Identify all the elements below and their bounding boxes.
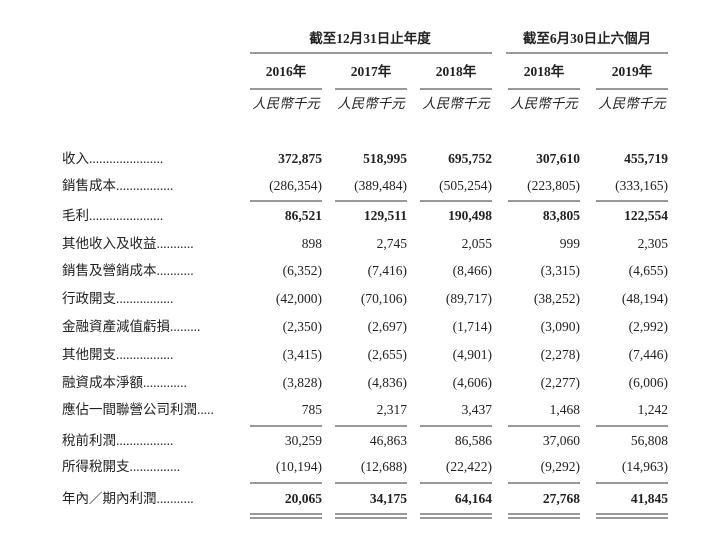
cell-value: (3,315) xyxy=(541,263,580,278)
cell-value: (8,466) xyxy=(453,263,492,278)
cell-value: (2,655) xyxy=(368,347,407,362)
cell-value: 30,259 xyxy=(285,433,322,448)
row-label: 稅前利潤................. xyxy=(62,432,173,448)
cell-value: 455,719 xyxy=(624,151,668,166)
cell-value: (12,688) xyxy=(361,459,407,474)
cell-value: (2,992) xyxy=(629,319,668,334)
cell-value: 86,521 xyxy=(285,208,322,223)
cell-value: (4,901) xyxy=(453,347,492,362)
row-label: 其他開支................. xyxy=(62,347,173,362)
cell-value: 785 xyxy=(302,402,323,417)
cell-value: (3,828) xyxy=(283,375,322,390)
cell-value: (22,422) xyxy=(446,459,492,474)
cell-value: (4,606) xyxy=(453,375,492,390)
row-label: 金融資產減值虧損......... xyxy=(62,318,200,334)
cell-value: 41,845 xyxy=(631,491,668,506)
year-header: 2017年 xyxy=(351,63,392,79)
cell-value: 2,305 xyxy=(638,236,669,251)
group-header: 截至12月31日止年度 xyxy=(309,30,431,46)
cell-value: (1,714) xyxy=(453,319,492,334)
cell-value: 190,498 xyxy=(448,208,492,223)
cell-value: (333,165) xyxy=(615,178,668,193)
row-label: 銷售成本................. xyxy=(62,178,173,193)
cell-value: 129,511 xyxy=(364,208,407,223)
cell-value: 307,610 xyxy=(536,151,580,166)
year-header: 2019年 xyxy=(612,63,653,79)
cell-value: (2,278) xyxy=(541,347,580,362)
unit-label: 人民幣千元 xyxy=(337,96,406,111)
unit-label: 人民幣千元 xyxy=(252,96,321,111)
cell-value: (6,006) xyxy=(629,375,668,390)
cell-value: (9,292) xyxy=(541,459,580,474)
cell-value: 3,437 xyxy=(462,402,493,417)
cell-value: (3,090) xyxy=(541,319,580,334)
cell-value: 2,317 xyxy=(377,402,408,417)
row-label: 所得稅開支............... xyxy=(62,458,180,474)
cell-value: (4,655) xyxy=(629,263,668,278)
cell-value: (14,963) xyxy=(622,459,668,474)
row-label: 毛利...................... xyxy=(62,208,163,223)
cell-value: (223,805) xyxy=(527,178,580,193)
cell-value: (6,352) xyxy=(283,263,322,278)
cell-value: 34,175 xyxy=(370,491,407,506)
cell-value: 64,164 xyxy=(455,491,492,506)
cell-value: 37,060 xyxy=(543,433,580,448)
cell-value: 20,065 xyxy=(285,491,322,506)
row-label: 年內／期內利潤........... xyxy=(62,491,194,506)
cell-value: 695,752 xyxy=(448,151,492,166)
cell-value: (38,252) xyxy=(534,291,580,306)
row-label: 銷售及營銷成本........... xyxy=(62,263,194,278)
cell-value: (42,000) xyxy=(276,291,322,306)
cell-value: (10,194) xyxy=(276,459,322,474)
cell-value: 46,863 xyxy=(370,433,407,448)
row-label: 收入...................... xyxy=(62,151,163,166)
cell-value: 2,055 xyxy=(462,236,493,251)
cell-value: 2,745 xyxy=(377,236,408,251)
unit-label: 人民幣千元 xyxy=(422,96,491,111)
year-header: 2018年 xyxy=(436,63,477,79)
cell-value: (7,446) xyxy=(629,347,668,362)
cell-value: 372,875 xyxy=(278,151,322,166)
cell-value: 518,995 xyxy=(363,151,407,166)
year-header: 2018年 xyxy=(524,63,565,79)
cell-value: (70,106) xyxy=(361,291,407,306)
cell-value: (4,836) xyxy=(368,375,407,390)
cell-value: (2,697) xyxy=(368,319,407,334)
cell-value: (7,416) xyxy=(368,263,407,278)
row-label: 應佔一間聯營公司利潤..... xyxy=(62,401,214,417)
year-header: 2016年 xyxy=(266,63,307,79)
cell-value: (286,354) xyxy=(269,178,322,193)
cell-value: 86,586 xyxy=(455,433,492,448)
cell-value: 1,468 xyxy=(550,402,581,417)
cell-value: 56,808 xyxy=(631,433,668,448)
cell-value: 83,805 xyxy=(543,208,580,223)
cell-value: (505,254) xyxy=(439,178,492,193)
cell-value: (389,484) xyxy=(354,178,407,193)
unit-label: 人民幣千元 xyxy=(510,96,579,111)
group-header: 截至6月30日止六個月 xyxy=(523,30,651,46)
cell-value: (48,194) xyxy=(622,291,668,306)
cell-value: (3,415) xyxy=(283,347,322,362)
cell-value: 999 xyxy=(560,236,581,251)
cell-value: (89,717) xyxy=(446,291,492,306)
cell-value: 1,242 xyxy=(638,402,668,417)
cell-value: 122,554 xyxy=(624,208,668,223)
unit-label: 人民幣千元 xyxy=(598,96,667,111)
cell-value: 898 xyxy=(302,236,323,251)
cell-value: (2,277) xyxy=(541,375,580,390)
cell-value: (2,350) xyxy=(283,319,322,334)
cell-value: 27,768 xyxy=(543,491,580,506)
row-label: 融資成本淨額............. xyxy=(62,375,187,390)
row-label: 行政開支................. xyxy=(62,291,173,306)
row-label: 其他收入及收益........... xyxy=(62,236,194,251)
